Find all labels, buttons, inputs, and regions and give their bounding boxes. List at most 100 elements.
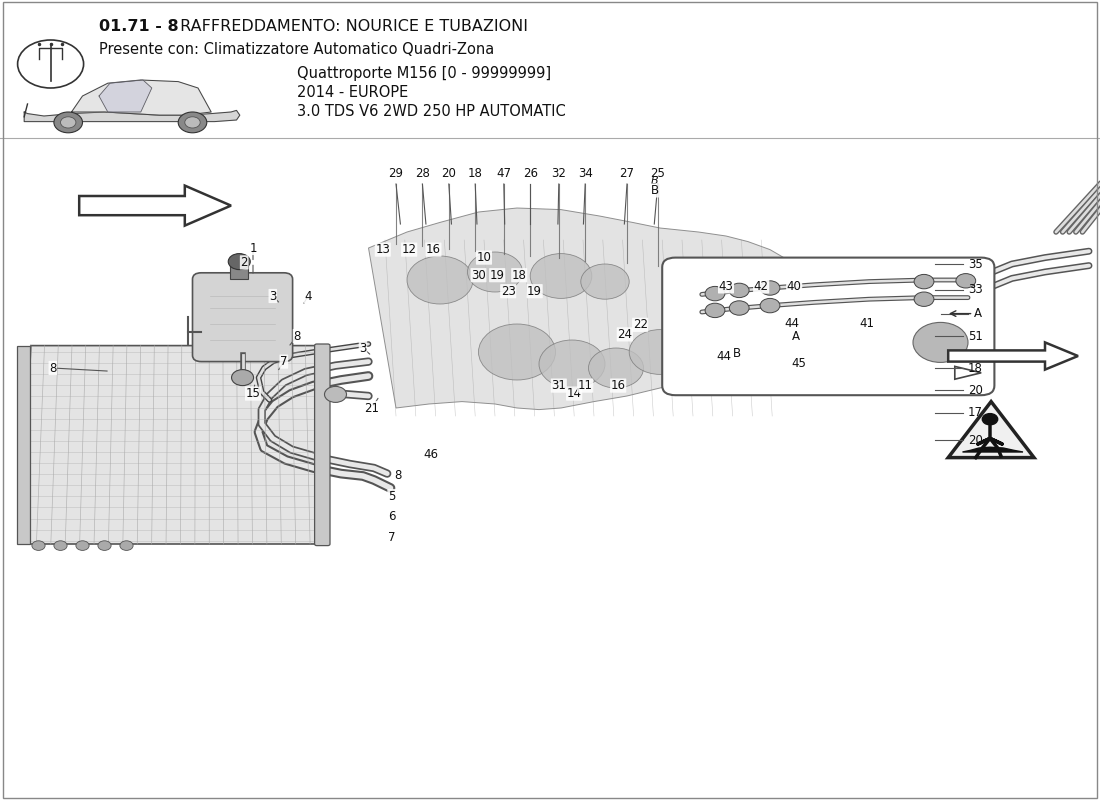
- Text: 11: 11: [578, 379, 593, 392]
- Text: 44: 44: [716, 350, 732, 363]
- Polygon shape: [948, 402, 1034, 458]
- Circle shape: [478, 324, 556, 380]
- Text: 3: 3: [270, 290, 276, 302]
- Text: 20: 20: [968, 434, 983, 446]
- Text: 01.71 - 8: 01.71 - 8: [99, 19, 178, 34]
- Circle shape: [705, 286, 725, 301]
- Text: 32: 32: [551, 167, 566, 180]
- Text: 7: 7: [388, 531, 395, 544]
- Circle shape: [407, 256, 473, 304]
- Text: 45: 45: [791, 358, 806, 370]
- Circle shape: [54, 112, 82, 133]
- Circle shape: [229, 254, 251, 270]
- Text: 31: 31: [551, 379, 566, 392]
- Bar: [230, 263, 249, 279]
- Text: 26: 26: [522, 167, 538, 180]
- Circle shape: [76, 541, 89, 550]
- Text: 21: 21: [364, 402, 380, 414]
- Circle shape: [914, 292, 934, 306]
- Text: 46: 46: [424, 448, 439, 461]
- Text: 3: 3: [360, 342, 366, 354]
- Bar: [16, 346, 30, 544]
- Text: 13: 13: [375, 243, 390, 256]
- Text: 51: 51: [968, 330, 983, 342]
- Text: 25: 25: [650, 167, 666, 180]
- Circle shape: [629, 330, 691, 374]
- Text: 5: 5: [388, 490, 395, 502]
- Text: 35: 35: [968, 258, 982, 270]
- Circle shape: [914, 274, 934, 289]
- Text: 22: 22: [632, 318, 648, 331]
- Circle shape: [896, 310, 984, 374]
- Text: Presente con: Climatizzatore Automatico Quadri-Zona: Presente con: Climatizzatore Automatico …: [99, 42, 494, 57]
- Text: B: B: [651, 176, 658, 186]
- Text: 28: 28: [415, 167, 430, 180]
- Text: 40: 40: [786, 280, 802, 293]
- Text: 18: 18: [512, 269, 527, 282]
- Polygon shape: [368, 208, 803, 410]
- Text: 16: 16: [610, 379, 626, 392]
- Text: B: B: [733, 347, 741, 360]
- Circle shape: [324, 386, 346, 402]
- Text: A: A: [974, 307, 981, 320]
- Circle shape: [705, 303, 725, 318]
- FancyBboxPatch shape: [192, 273, 293, 362]
- Text: 23: 23: [500, 285, 516, 298]
- Circle shape: [729, 301, 749, 315]
- Circle shape: [32, 541, 45, 550]
- Circle shape: [530, 254, 592, 298]
- Circle shape: [760, 281, 780, 295]
- Polygon shape: [79, 186, 231, 226]
- Bar: [0, 138, 1100, 800]
- Text: 20: 20: [441, 167, 456, 180]
- Text: 19: 19: [490, 269, 505, 282]
- Text: 47: 47: [496, 167, 512, 180]
- Circle shape: [760, 298, 780, 313]
- Text: 3.0 TDS V6 2WD 250 HP AUTOMATIC: 3.0 TDS V6 2WD 250 HP AUTOMATIC: [297, 104, 565, 119]
- Text: 33: 33: [968, 283, 982, 296]
- Text: 10: 10: [476, 251, 492, 264]
- Circle shape: [231, 370, 253, 386]
- Text: B: B: [650, 184, 659, 197]
- Circle shape: [54, 541, 67, 550]
- Circle shape: [60, 117, 76, 128]
- Text: 27: 27: [619, 167, 635, 180]
- Circle shape: [539, 340, 605, 388]
- Bar: [0, 0, 1100, 138]
- Polygon shape: [962, 447, 1023, 452]
- Text: 17: 17: [968, 406, 983, 419]
- FancyBboxPatch shape: [315, 344, 330, 546]
- Text: 29: 29: [388, 167, 404, 180]
- Text: 14: 14: [566, 387, 582, 400]
- Circle shape: [729, 283, 749, 298]
- Text: 2: 2: [241, 256, 248, 269]
- Text: 4: 4: [305, 290, 311, 302]
- Text: 16: 16: [426, 243, 441, 256]
- Text: 34: 34: [578, 167, 593, 180]
- Circle shape: [581, 264, 629, 299]
- Circle shape: [468, 252, 522, 292]
- Text: 2014 - EUROPE: 2014 - EUROPE: [297, 85, 408, 100]
- Text: 15: 15: [245, 387, 261, 400]
- Text: 20: 20: [968, 384, 983, 397]
- Circle shape: [178, 112, 207, 133]
- Text: 44: 44: [784, 317, 800, 330]
- Circle shape: [982, 414, 998, 425]
- Text: 24: 24: [617, 328, 632, 341]
- Circle shape: [588, 348, 643, 388]
- Polygon shape: [955, 366, 981, 379]
- Text: 18: 18: [468, 167, 483, 180]
- FancyBboxPatch shape: [662, 258, 994, 395]
- Text: Quattroporte M156 [0 - 99999999]: Quattroporte M156 [0 - 99999999]: [297, 66, 551, 81]
- Polygon shape: [24, 110, 240, 122]
- Text: 19: 19: [527, 285, 542, 298]
- Polygon shape: [99, 80, 152, 112]
- Polygon shape: [72, 80, 211, 115]
- Text: 43: 43: [718, 280, 734, 293]
- Circle shape: [185, 117, 200, 128]
- Text: 12: 12: [402, 243, 417, 256]
- Polygon shape: [22, 346, 324, 544]
- Text: 8: 8: [395, 469, 402, 482]
- Circle shape: [120, 541, 133, 550]
- Circle shape: [913, 322, 968, 362]
